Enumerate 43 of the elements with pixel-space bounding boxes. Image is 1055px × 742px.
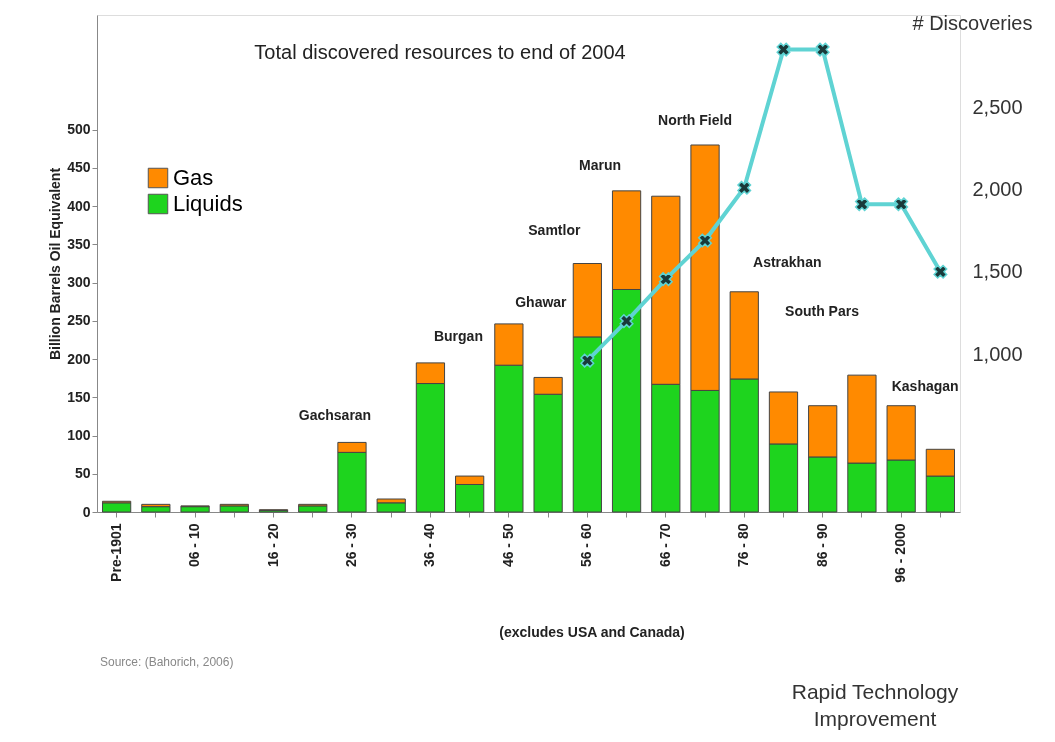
x-tick-label: 26 - 30	[342, 523, 359, 568]
annotation: Ghawar	[515, 293, 568, 310]
annotation: Samtlor	[528, 221, 581, 238]
x-tick-label: 66 - 70	[656, 523, 673, 568]
y-tick-label: 50	[74, 465, 91, 482]
text: (excludes USA and Canada)	[499, 624, 685, 640]
legend-label: Liquids	[173, 191, 243, 216]
y-tick-label: 150	[67, 388, 91, 405]
x-tick-label: 96 - 2000	[892, 523, 909, 583]
y2-tick-label: 2,000	[972, 177, 1023, 200]
annotation: South Pars	[785, 303, 860, 319]
annotation: Burgan	[433, 327, 483, 344]
x-tick-label: 56 - 60	[578, 523, 595, 568]
y-tick-label: 500	[67, 121, 91, 138]
y2-tick-label: 1,500	[972, 260, 1023, 283]
annotation: Astrakhan	[753, 253, 822, 270]
y-tick-label: 200	[67, 350, 91, 367]
y-tick-label: 100	[67, 427, 91, 444]
x-tick-label: 86 - 90	[813, 523, 830, 568]
y-tick-label: 300	[67, 274, 91, 291]
y2-tick-label: 2,500	[972, 95, 1023, 118]
y-axis-title: Billion Barrels Oil Equivalent	[47, 167, 64, 361]
text: Total discovered resources to end of 2004	[254, 41, 626, 63]
x-tick-label: 36 - 40	[421, 523, 438, 568]
y2-tick-label: 1,000	[972, 342, 1023, 365]
y-tick-label: 350	[67, 235, 91, 252]
annotation: North Field	[658, 112, 732, 128]
annotation: Kashagan	[891, 377, 959, 394]
annotation: Marun	[579, 157, 621, 173]
x-tick-label: Pre-1901	[107, 523, 124, 582]
annotation: Gachsaran	[298, 407, 372, 424]
x-tick-label: 06 - 10	[186, 523, 203, 568]
y-tick-label: 250	[67, 312, 91, 329]
source-note: Source: (Bahorich, 2006)	[100, 655, 234, 669]
y-tick-label: 400	[67, 197, 91, 214]
x-tick-label: 16 - 20	[264, 523, 281, 568]
text: Rapid Technology Improvement	[791, 680, 959, 730]
y2-axis-title: # Discoveries	[912, 11, 1033, 34]
x-tick-label: 76 - 80	[735, 523, 752, 568]
y-tick-label: 450	[67, 159, 91, 176]
x-tick-label: 46 - 50	[499, 523, 516, 568]
legend-label: Gas	[173, 165, 214, 190]
y-tick-label: 0	[82, 503, 91, 520]
